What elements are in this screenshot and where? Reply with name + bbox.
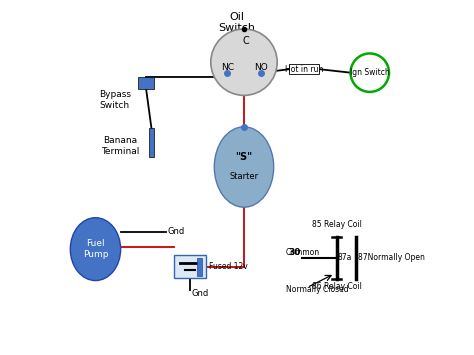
Bar <box>138 77 154 89</box>
Ellipse shape <box>214 127 273 207</box>
Text: Hot in run: Hot in run <box>285 65 323 74</box>
Text: Common: Common <box>285 248 319 257</box>
Text: Gnd: Gnd <box>191 289 209 298</box>
Text: 87a: 87a <box>337 253 352 262</box>
Bar <box>174 255 206 278</box>
Text: Oil
Switch: Oil Switch <box>219 11 255 33</box>
Text: Banana
Terminal: Banana Terminal <box>101 136 139 156</box>
Bar <box>290 64 319 75</box>
Circle shape <box>351 54 389 92</box>
Text: "S": "S" <box>236 152 253 162</box>
Text: Fuel
Pump: Fuel Pump <box>83 239 108 259</box>
Text: 86 Relay Coil: 86 Relay Coil <box>311 282 362 291</box>
Text: NC: NC <box>221 63 234 72</box>
Text: Starter: Starter <box>229 172 258 181</box>
Bar <box>149 128 154 157</box>
Bar <box>197 257 202 276</box>
Text: NO: NO <box>254 63 268 72</box>
Text: 87Normally Open: 87Normally Open <box>357 253 424 262</box>
Circle shape <box>211 29 277 95</box>
Text: Bypass
Switch: Bypass Switch <box>99 90 131 110</box>
Text: Gnd: Gnd <box>168 227 185 236</box>
Text: Normally Closed: Normally Closed <box>286 285 348 294</box>
Text: 30: 30 <box>289 248 301 257</box>
Text: Ign Switch: Ign Switch <box>350 68 390 77</box>
Text: Fused 12v: Fused 12v <box>209 262 248 271</box>
Text: C: C <box>242 37 249 47</box>
Text: 85 Relay Coil: 85 Relay Coil <box>311 220 362 229</box>
Ellipse shape <box>70 218 121 280</box>
